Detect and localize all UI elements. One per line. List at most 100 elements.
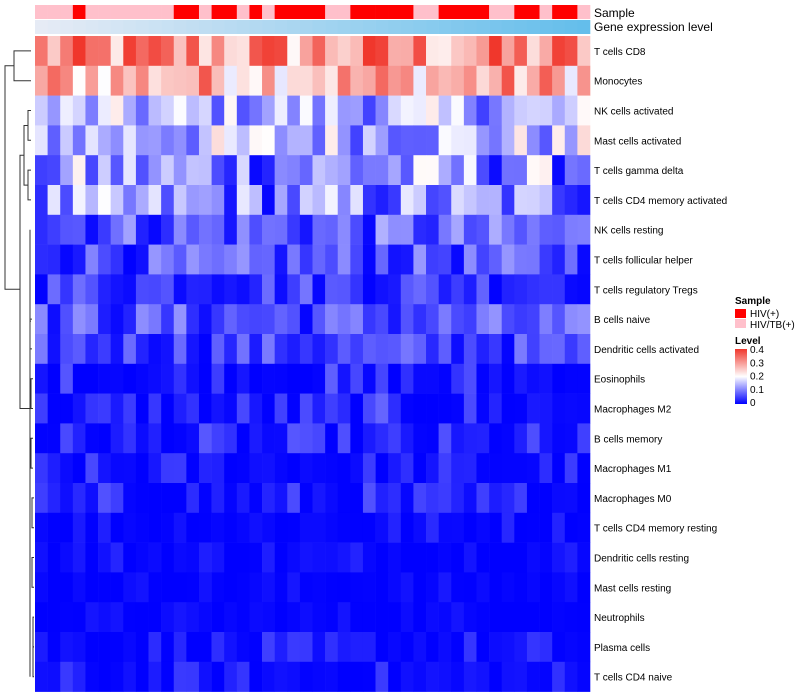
heatmap-cell [388,483,402,514]
heatmap-cell [325,155,339,186]
heatmap-cell [85,155,99,186]
heatmap-cell [489,95,503,126]
expression-annotation-bar [35,20,591,34]
heatmap-cell [274,453,288,484]
heatmap-cell [249,244,263,275]
heatmap-cell [312,602,326,633]
heatmap-cell [438,274,452,305]
heatmap-cell [501,423,515,454]
heatmap-cell [426,393,439,424]
heatmap-cell [135,363,149,394]
heatmap-cell [35,423,48,454]
heatmap-cell [350,363,364,394]
heatmap-cell [552,214,566,245]
heatmap-cell [539,393,553,424]
heatmap-cell [362,512,376,543]
heatmap-cell [337,393,351,424]
heatmap-cell [173,632,187,663]
heatmap-cell [451,36,465,67]
dendrogram-branch [32,646,34,678]
heatmap-cell [60,95,74,126]
heatmap-cell [312,423,326,454]
heatmap-cell [274,393,288,424]
heatmap-cell [161,334,175,365]
sample-annotation-cell [413,5,427,19]
heatmap-cell [489,334,503,365]
heatmap-cell [388,542,402,573]
heatmap-cell [577,542,591,573]
heatmap-cell [135,512,149,543]
heatmap-cell [350,95,364,126]
heatmap-cell [375,542,389,573]
heatmap-cell [337,602,351,633]
heatmap-cell [236,36,250,67]
heatmap-cell [526,274,540,305]
heatmap-cell [287,602,301,633]
heatmap-cell [413,542,427,573]
heatmap-cell [400,125,414,156]
heatmap-cell [514,423,528,454]
heatmap-cell [362,393,376,424]
heatmap-cell [577,274,591,305]
heatmap-cell [60,423,74,454]
heatmap-cell [110,393,124,424]
heatmap-cell [362,542,376,573]
heatmap-cell [463,393,477,424]
heatmap-cell [110,95,124,126]
row-label: Macrophages M1 [594,464,672,475]
heatmap-cell [98,65,111,96]
expression-annotation-cell [47,20,61,34]
heatmap-cell [577,214,591,245]
heatmap-cell [110,304,124,335]
heatmap-cell [110,572,124,603]
heatmap-cell [489,304,503,335]
heatmap-cell [72,423,86,454]
heatmap-cell [35,244,48,275]
expression-annotation-cell [211,20,225,34]
heatmap-cell [249,453,263,484]
heatmap-cell [526,125,540,156]
heatmap-cell [110,483,124,514]
heatmap-cell [123,542,137,573]
heatmap-cell [186,512,200,543]
heatmap-cell [539,602,553,633]
sample-annotation-cell [325,5,339,19]
heatmap-cell [123,304,137,335]
heatmap-cell [110,155,124,186]
heatmap-cell [577,423,591,454]
heatmap-cell [60,363,74,394]
heatmap-cell [186,65,200,96]
heatmap-cell [350,602,364,633]
heatmap-cell [262,602,275,633]
expression-annotation-cell [135,20,149,34]
heatmap-cell [123,334,137,365]
heatmap-cell [287,95,301,126]
heatmap-cell [274,483,288,514]
expression-annotation-cell [514,20,528,34]
heatmap-cell [47,244,61,275]
heatmap-cell [375,512,389,543]
heatmap-cell [438,572,452,603]
heatmap-cell [60,65,74,96]
heatmap-cell [350,453,364,484]
heatmap-cell [552,244,566,275]
heatmap-cell [249,334,263,365]
heatmap-cell [325,125,339,156]
heatmap-cell [148,423,162,454]
heatmap-cell [501,334,515,365]
legend-level-tick-label: 0 [750,398,756,409]
heatmap-cell [85,185,99,216]
heatmap-cell [400,572,414,603]
heatmap-cell [72,363,86,394]
heatmap-cell [463,483,477,514]
heatmap-cell [35,393,48,424]
heatmap-cell [577,185,591,216]
heatmap-cell [451,572,465,603]
heatmap-cell [388,95,402,126]
heatmap-cell [375,661,389,692]
heatmap-cell [451,661,465,692]
heatmap-cell [123,214,137,245]
heatmap-cell [72,542,86,573]
heatmap-cell [388,423,402,454]
heatmap-cell [173,572,187,603]
